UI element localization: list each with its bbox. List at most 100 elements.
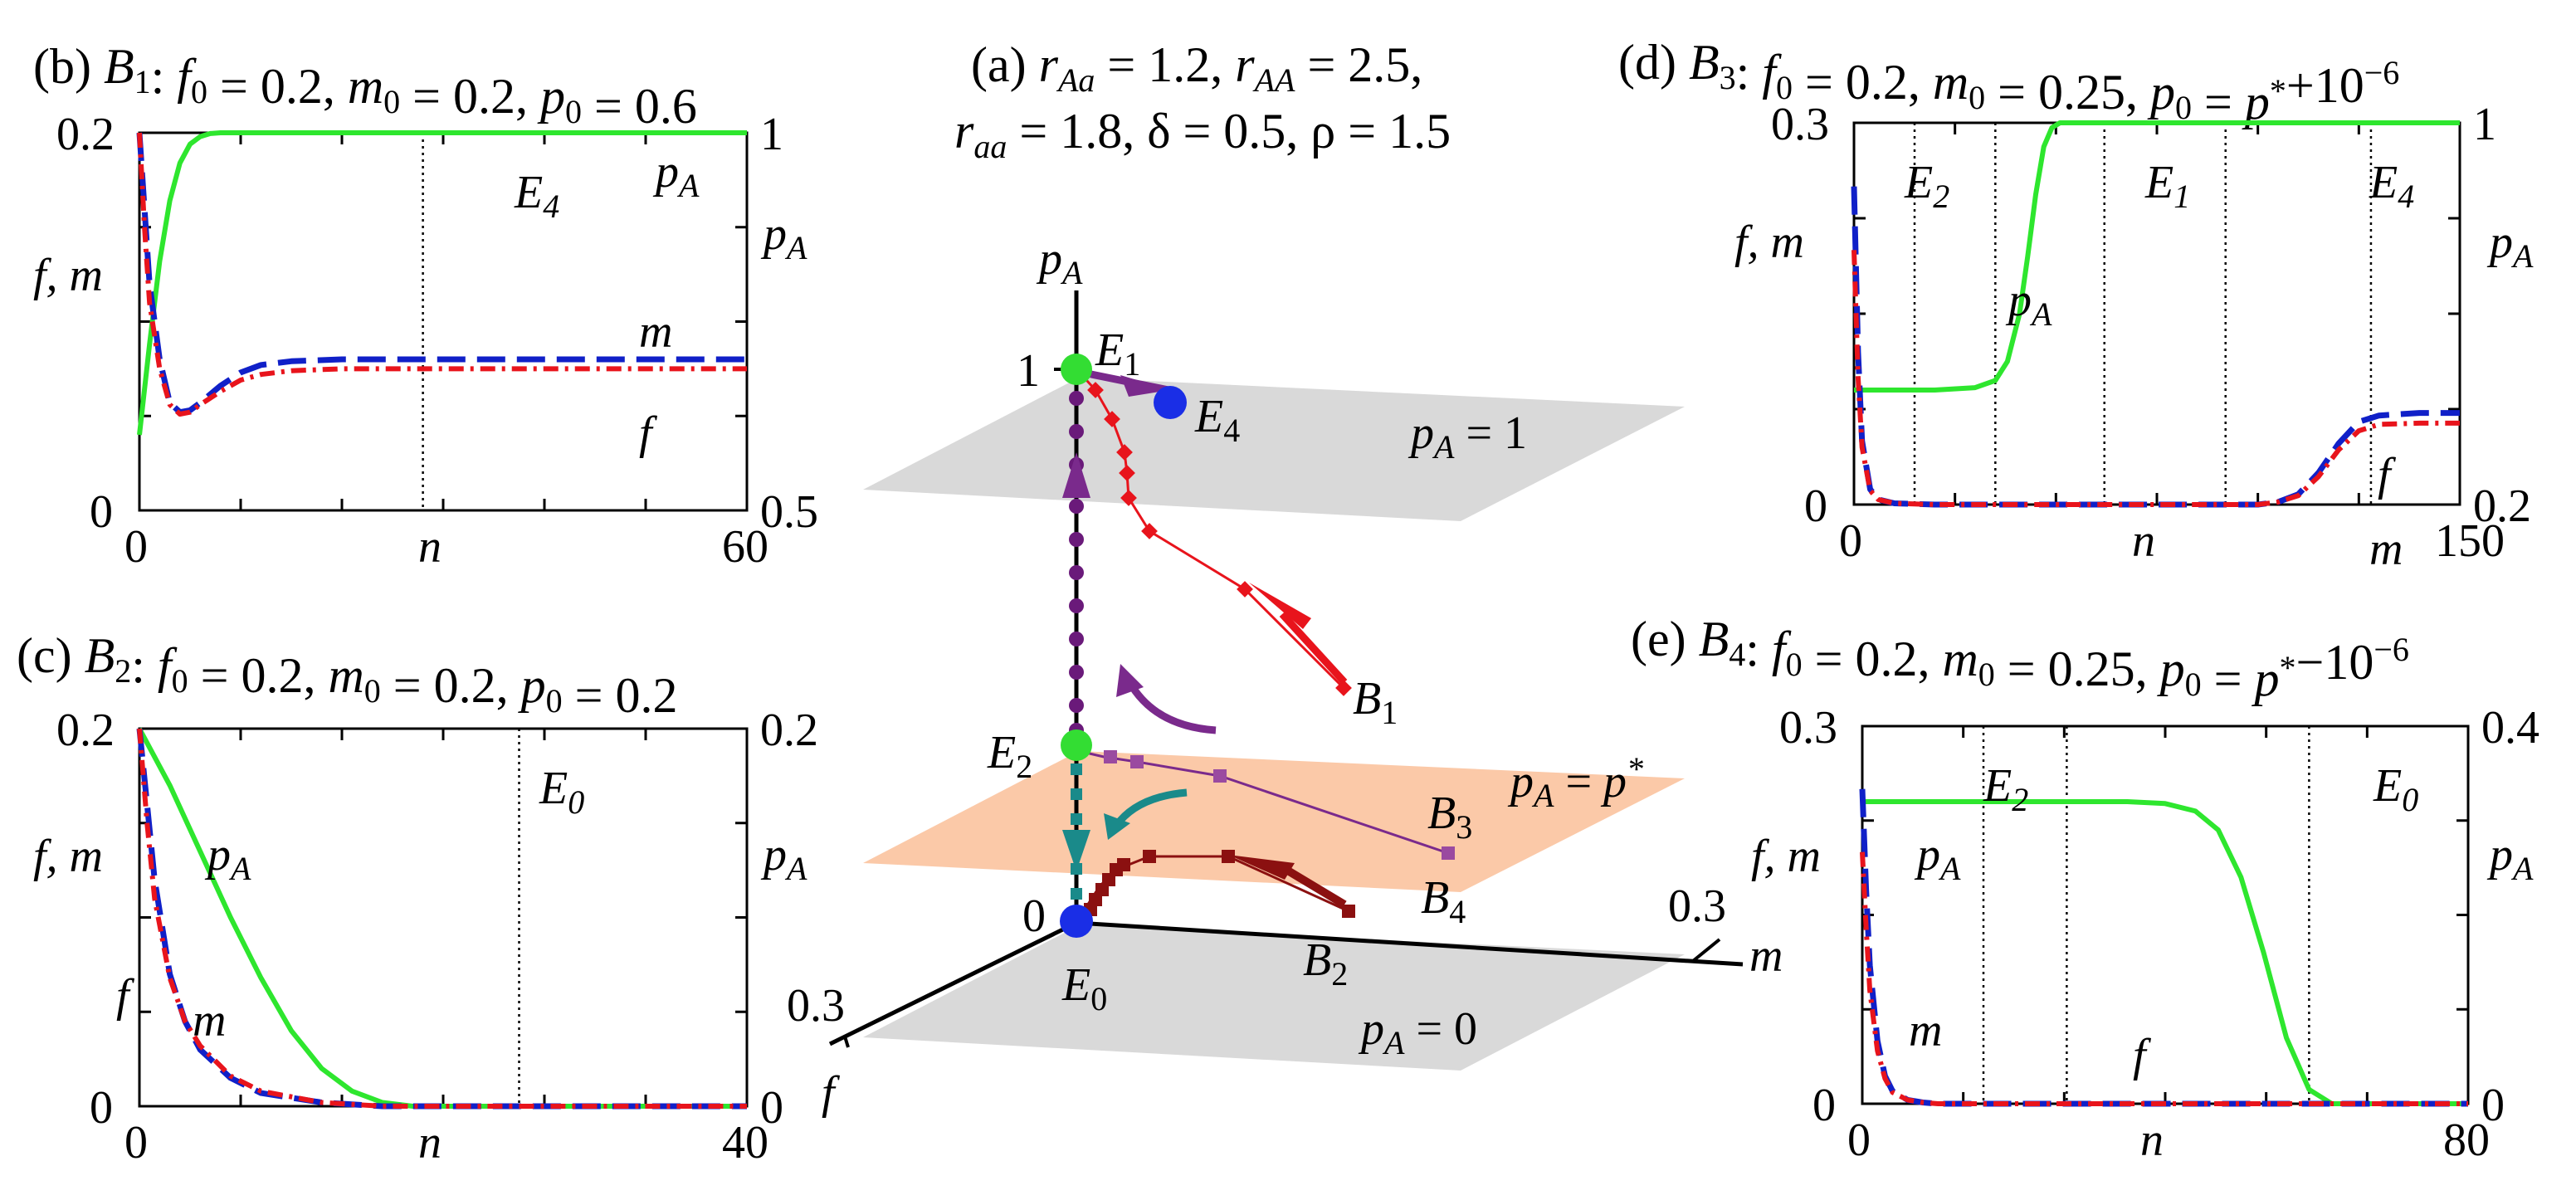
region-label-E0: E0 [539,763,584,821]
panel-a: (a) rAa = 1.2, rAA = 2.5, raa = 1.8, δ =… [787,37,1783,1119]
y-right-tick-min: 0 [2481,1080,2505,1131]
plane-pA-pstar [863,751,1685,892]
region-label-E4: E4 [514,167,559,225]
region-label-E0: E0 [2373,760,2418,818]
axis-f [828,920,1078,1046]
series-label-m: m [1909,1005,1942,1056]
plane-label-bot: pA = 0 [1358,1003,1477,1061]
region-label-E2: E2 [1983,760,2028,818]
trajectory-B1-markers [1087,382,1352,696]
point-E4 [1154,386,1187,419]
series-f [137,132,747,417]
axis-pA-label: pA [1036,233,1083,291]
x-axis-label: n [2140,1115,2164,1166]
panel-title: (c) B2: f0 = 0.2, m0 = 0.2, p0 = 0.2 [17,628,677,723]
y-left-tick-max: 0.2 [56,705,115,756]
label-E2: E2 [987,727,1032,785]
axis-f-label: f [822,1067,841,1119]
x-axis-label: n [418,521,442,573]
series-label-pA: pA [652,146,700,204]
trajectory-B3-markers [1104,750,1455,860]
series-f [137,728,747,1109]
x-axis-label: n [418,1117,442,1168]
y-right-tick-max: 1 [760,109,783,160]
panel-a-title-line1: (a) rAa = 1.2, rAA = 2.5, [971,37,1422,99]
tick-pA-0: 0 [1022,890,1046,942]
series-pA [1862,799,2468,1106]
y-right-tick-min: 0.5 [760,486,818,538]
y-right-tick-min: 0.2 [2473,480,2531,532]
series-label-pA: pA [204,829,251,887]
arrow-B1 [1249,583,1311,629]
axis-m-label: m [1749,930,1783,982]
arrow-curved-teal-head [1104,813,1130,840]
x-tick-min: 0 [124,1117,148,1168]
plane-pA-1 [863,378,1685,521]
panel-e: (e) B4: f0 = 0.2, m0 = 0.25, p0 = p*−10−… [1631,612,2539,1166]
y-left-tick-max: 0.3 [1771,99,1829,150]
y-left-tick-max: 0.3 [1779,702,1837,754]
arrow-up-column [1062,452,1090,498]
point-E1 [1061,354,1092,385]
series-label-f: f [116,970,135,1022]
y-right-label: pA [2486,829,2534,887]
series-label-f: f [2133,1030,2152,1081]
plane-pA-0 [863,925,1685,1071]
series-label-f: f [639,407,658,459]
point-E0 [1060,905,1093,938]
y-left-tick-min: 0 [90,1082,113,1134]
x-tick-min: 0 [124,521,148,573]
series-pA [137,130,747,436]
series-f [1860,851,2468,1106]
y-right-tick-max: 0.4 [2481,702,2539,754]
label-B1: B1 [1353,673,1398,731]
x-tick-max: 60 [722,521,768,573]
series-label-m: m [639,306,672,358]
x-tick-max: 40 [722,1117,768,1168]
series-f [1852,250,2460,507]
label-E1: E1 [1095,324,1140,383]
series-label-m: m [2369,524,2403,575]
region-label-E1: E1 [2144,157,2190,215]
x-tick-min: 0 [1839,515,1862,567]
region-label-E4: E4 [2369,157,2414,215]
tick-f: 0.3 [787,980,845,1032]
arrow-curved-purple-head [1116,664,1144,697]
y-left-label: f, m [33,831,103,882]
series-label-pA: pA [2005,275,2052,333]
series-label-m: m [193,995,226,1046]
y-left-label: f, m [1734,217,1804,268]
arrow-B2 [1228,855,1295,880]
region-label-E2: E2 [1904,157,1949,215]
tick-pA-1: 1 [1017,345,1040,397]
plane-label-mid: pA = p* [1507,750,1643,814]
arrow-B2-shaft [1280,863,1347,909]
series-m [1851,186,2460,508]
x-tick-max: 150 [2435,515,2505,567]
series-pA [137,727,747,1109]
y-left-tick-min: 0 [1812,1080,1836,1131]
series-m [136,132,747,416]
axis-f-tick [843,1036,850,1048]
y-left-tick-min: 0 [1804,480,1827,532]
y-left-label: f, m [33,250,103,301]
series-pA [1854,120,2460,393]
series-label-f: f [2378,449,2397,500]
y-right-tick-min: 0 [760,1082,783,1134]
axis-m [1076,920,1744,967]
arrow-curved-purple [1125,678,1217,734]
y-left-label: f, m [1751,831,1821,882]
y-left-tick-min: 0 [90,486,113,538]
y-right-tick-max: 1 [2473,99,2496,150]
y-right-label: pA [2486,217,2534,275]
y-left-tick-max: 0.2 [56,109,115,160]
arrow-down-B4 [1062,830,1090,871]
panel-d: (d) B3: f0 = 0.2, m0 = 0.25, p0 = p*+10−… [1618,35,2534,575]
panel-a-title-line2: raa = 1.8, δ = 0.5, ρ = 1.5 [954,104,1451,165]
tick-m: 0.3 [1668,880,1726,932]
trajectory-B2-markers [1084,850,1355,918]
panel-title: (d) B3: f0 = 0.2, m0 = 0.25, p0 = p*+10−… [1618,35,2399,129]
series-label-pA: pA [1914,829,1961,887]
panel-c: (c) B2: f0 = 0.2, m0 = 0.2, p0 = 0.2 0 n 40… [17,628,818,1168]
